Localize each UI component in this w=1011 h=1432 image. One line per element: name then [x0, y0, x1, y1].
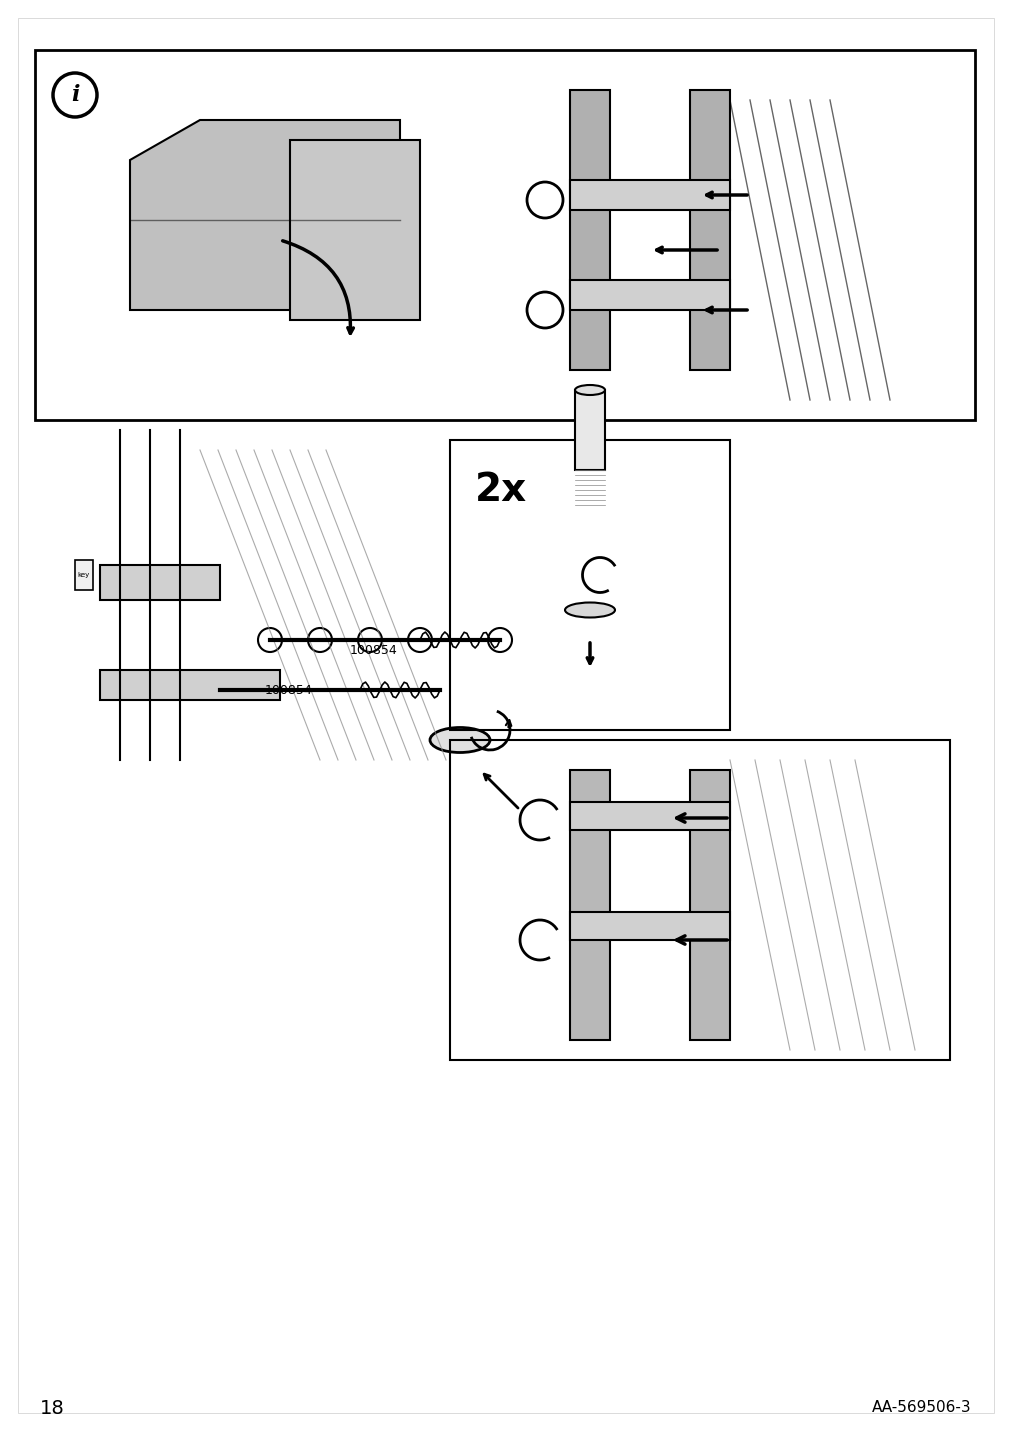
Text: key: key: [78, 571, 90, 579]
Ellipse shape: [564, 603, 615, 617]
Text: i: i: [71, 84, 79, 106]
Bar: [690, 90, 729, 369]
Text: 100854: 100854: [265, 683, 312, 696]
Bar: [75, 560, 93, 590]
Bar: [450, 740, 949, 1060]
Text: 18: 18: [40, 1399, 65, 1418]
Polygon shape: [290, 140, 420, 319]
Bar: [100, 670, 280, 700]
Bar: [574, 390, 605, 470]
Bar: [690, 770, 729, 1040]
Bar: [569, 770, 610, 1040]
Bar: [100, 566, 219, 600]
Bar: [569, 802, 729, 831]
Ellipse shape: [574, 385, 605, 395]
Polygon shape: [129, 120, 399, 309]
Bar: [569, 281, 729, 309]
Text: 100854: 100854: [350, 643, 397, 656]
Bar: [450, 440, 729, 730]
Bar: [35, 50, 974, 420]
Bar: [569, 912, 729, 939]
Ellipse shape: [430, 727, 489, 752]
Text: AA-569506-3: AA-569506-3: [871, 1400, 971, 1415]
Bar: [569, 90, 610, 369]
Bar: [569, 180, 729, 211]
Text: 2x: 2x: [474, 471, 527, 508]
